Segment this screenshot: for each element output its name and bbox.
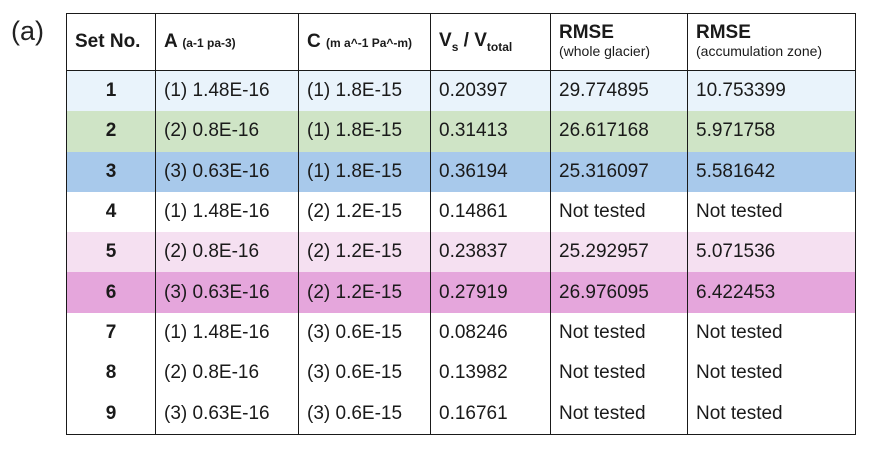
a-value-cell: (3) 0.63E-16 — [155, 272, 299, 313]
table-row: 3 (3) 0.63E-16 (1) 1.8E-15 0.36194 25.316097… — [66, 151, 856, 192]
rmse-accumulation-cell: 5.581642 — [687, 151, 856, 192]
header-vs-separator: / V — [458, 30, 487, 52]
rmse-whole-cell: 26.976095 — [550, 272, 688, 313]
rmse-whole-cell: Not tested — [550, 312, 688, 354]
c-value-cell: (1) 1.8E-15 — [298, 151, 431, 192]
header-rmse-whole-note: (whole glacier) — [559, 43, 651, 59]
c-value-cell: (3) 0.6E-15 — [298, 393, 431, 435]
volume-ratio-cell: 0.31413 — [430, 111, 551, 152]
c-value-cell: (2) 1.2E-15 — [298, 232, 431, 273]
rmse-accumulation-cell: 5.071536 — [687, 232, 856, 273]
table-body: 1 (1) 1.48E-16 (1) 1.8E-15 0.20397 29.774895… — [66, 70, 856, 435]
a-value-cell: (2) 0.8E-16 — [155, 111, 299, 152]
volume-ratio-cell: 0.14861 — [430, 191, 551, 233]
c-value-cell: (1) 1.8E-15 — [298, 111, 431, 152]
volume-ratio-cell: 0.36194 — [430, 151, 551, 192]
table-row: 2 (2) 0.8E-16 (1) 1.8E-15 0.31413 26.617168 5… — [66, 111, 856, 152]
rmse-accumulation-cell: Not tested — [687, 191, 856, 233]
header-vs-subscript: s — [451, 39, 459, 54]
rmse-accumulation-cell: 5.971758 — [687, 111, 856, 152]
a-value-cell: (2) 0.8E-16 — [155, 353, 299, 394]
parameter-sets-table: Set No. A (a-1 pa-3) C (m a^-1 Pa^-m) Vs… — [66, 13, 856, 435]
rmse-whole-cell: 29.774895 — [550, 70, 688, 112]
rmse-whole-cell: Not tested — [550, 353, 688, 394]
set-no-cell: 5 — [66, 232, 156, 273]
c-value-cell: (1) 1.8E-15 — [298, 70, 431, 112]
c-value-cell: (3) 0.6E-15 — [298, 312, 431, 354]
set-no-cell: 4 — [66, 191, 156, 233]
volume-ratio-cell: 0.20397 — [430, 70, 551, 112]
table-row: 4 (1) 1.48E-16 (2) 1.2E-15 0.14861 Not teste… — [66, 191, 856, 233]
c-value-cell: (2) 1.2E-15 — [298, 272, 431, 313]
header-row: Set No. A (a-1 pa-3) C (m a^-1 Pa^-m) Vs… — [66, 13, 856, 71]
set-no-cell: 9 — [66, 393, 156, 435]
rmse-accumulation-cell: 10.753399 — [687, 70, 856, 112]
set-no-cell: 8 — [66, 353, 156, 394]
header-a-symbol: A — [164, 31, 178, 52]
header-vtotal-subscript: total — [486, 39, 513, 54]
panel-label: (a) — [11, 16, 44, 46]
table-row: 8 (2) 0.8E-16 (3) 0.6E-15 0.13982 Not tested… — [66, 353, 856, 394]
rmse-whole-cell: Not tested — [550, 393, 688, 435]
header-a: A (a-1 pa-3) — [155, 13, 299, 71]
c-value-cell: (2) 1.2E-15 — [298, 191, 431, 233]
header-rmse-whole: RMSE (whole glacier) — [550, 13, 688, 71]
volume-ratio-cell: 0.23837 — [430, 232, 551, 273]
header-vs-symbol: V — [439, 30, 452, 52]
header-rmse-acc-note: (accumulation zone) — [696, 43, 823, 59]
volume-ratio-cell: 0.13982 — [430, 353, 551, 394]
volume-ratio-cell: 0.27919 — [430, 272, 551, 313]
header-c-unit: (m a^-1 Pa^-m) — [326, 36, 413, 50]
header-rmse-whole-title: RMSE — [559, 22, 614, 43]
header-volume-ratio: Vs / Vtotal — [430, 13, 551, 71]
table-row: 1 (1) 1.48E-16 (1) 1.8E-15 0.20397 29.774895… — [66, 70, 856, 112]
rmse-whole-cell: Not tested — [550, 191, 688, 233]
rmse-whole-cell: 25.316097 — [550, 151, 688, 192]
a-value-cell: (1) 1.48E-16 — [155, 70, 299, 112]
header-rmse-accumulation: RMSE (accumulation zone) — [687, 13, 856, 71]
set-no-cell: 2 — [66, 111, 156, 152]
rmse-accumulation-cell: Not tested — [687, 312, 856, 354]
volume-ratio-cell: 0.16761 — [430, 393, 551, 435]
rmse-accumulation-cell: Not tested — [687, 353, 856, 394]
header-c: C (m a^-1 Pa^-m) — [298, 13, 431, 71]
header-c-symbol: C — [307, 31, 321, 52]
set-no-cell: 6 — [66, 272, 156, 313]
a-value-cell: (1) 1.48E-16 — [155, 312, 299, 354]
table-row: 7 (1) 1.48E-16 (3) 0.6E-15 0.08246 Not teste… — [66, 312, 856, 354]
header-a-unit: (a-1 pa-3) — [182, 36, 236, 50]
set-no-cell: 1 — [66, 70, 156, 112]
c-value-cell: (3) 0.6E-15 — [298, 353, 431, 394]
table-row: 5 (2) 0.8E-16 (2) 1.2E-15 0.23837 25.292957 5… — [66, 232, 856, 273]
rmse-accumulation-cell: 6.422453 — [687, 272, 856, 313]
volume-ratio-cell: 0.08246 — [430, 312, 551, 354]
table-row: 6 (3) 0.63E-16 (2) 1.2E-15 0.27919 26.976095… — [66, 272, 856, 313]
a-value-cell: (2) 0.8E-16 — [155, 232, 299, 273]
a-value-cell: (3) 0.63E-16 — [155, 393, 299, 435]
set-no-cell: 7 — [66, 312, 156, 354]
rmse-accumulation-cell: Not tested — [687, 393, 856, 435]
set-no-cell: 3 — [66, 151, 156, 192]
a-value-cell: (1) 1.48E-16 — [155, 191, 299, 233]
table-row: 9 (3) 0.63E-16 (3) 0.6E-15 0.16761 Not teste… — [66, 393, 856, 435]
rmse-whole-cell: 26.617168 — [550, 111, 688, 152]
a-value-cell: (3) 0.63E-16 — [155, 151, 299, 192]
header-rmse-acc-title: RMSE — [696, 22, 751, 43]
header-set-no: Set No. — [66, 13, 156, 71]
rmse-whole-cell: 25.292957 — [550, 232, 688, 273]
